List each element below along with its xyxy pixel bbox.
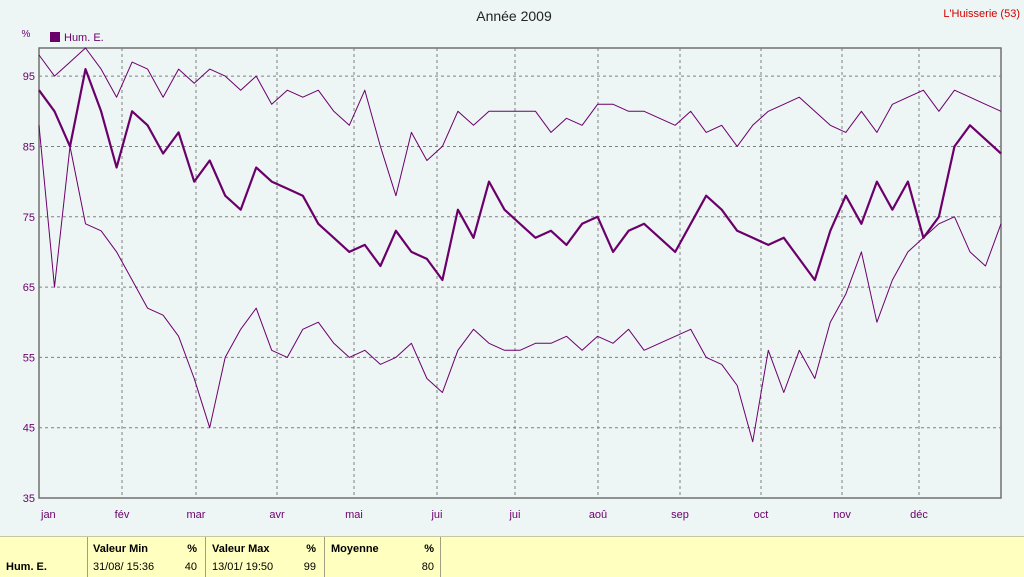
stats-max-unit: % — [306, 543, 316, 555]
plot-area — [38, 47, 1002, 499]
series-line-mean — [38, 67, 1002, 282]
x-tick-label: avr — [269, 509, 285, 521]
stats-series-name: Hum. E. — [6, 561, 47, 573]
y-tick-label: 75 — [23, 212, 35, 224]
stats-min-label: Valeur Min — [93, 543, 149, 555]
stats-mean-unit: % — [424, 543, 434, 555]
y-tick-label: 85 — [23, 141, 35, 153]
stats-min-date: 31/08/ 15:36 — [93, 561, 155, 573]
stats-min-unit: % — [187, 543, 197, 555]
stats-max-date: 13/01/ 19:50 — [212, 561, 274, 573]
x-tick-label: déc — [910, 509, 928, 521]
legend-label: Hum. E. — [64, 32, 104, 44]
series-line-max — [38, 47, 1002, 197]
legend-swatch — [50, 32, 60, 42]
stats-max-label: Valeur Max — [212, 543, 270, 555]
grid-lines — [39, 48, 1001, 498]
y-tick-label: 35 — [23, 493, 35, 505]
stats-min-value: 40 — [184, 561, 197, 573]
x-tick-label: oct — [754, 509, 769, 521]
stats-series-cell: Hum. E. — [0, 537, 88, 577]
x-tick-label: nov — [833, 509, 851, 521]
stats-min-cell: Valeur Min % 31/08/ 15:36 40 — [88, 537, 206, 577]
x-tick-label: aoû — [589, 509, 607, 521]
stats-panel: Hum. E. Valeur Min % 31/08/ 15:36 40 Val… — [0, 536, 1024, 577]
y-axis-unit: % — [22, 29, 31, 40]
x-tick-label: fév — [115, 509, 130, 521]
y-tick-label: 65 — [23, 282, 35, 294]
x-tick-label: jui — [430, 509, 442, 521]
x-tick-label: mar — [187, 509, 206, 521]
x-tick-label: jui — [508, 509, 520, 521]
series-lines — [38, 47, 1002, 443]
x-tick-label: mai — [345, 509, 363, 521]
stats-max-value: 99 — [303, 561, 316, 573]
series-line-min — [38, 125, 1002, 443]
humidity-chart: Année 2009 L'Huisserie (53) % Hum. E. 35… — [22, 8, 1020, 521]
stats-max-cell: Valeur Max % 13/01/ 19:50 99 — [206, 537, 325, 577]
stats-mean-cell: Moyenne % 80 — [325, 537, 441, 577]
y-tick-label: 95 — [23, 71, 35, 83]
axis-labels: 35 45 55 65 75 85 95 jan fév mar avr mai jui jui aoû se… — [23, 71, 929, 521]
x-tick-label: jan — [40, 509, 56, 521]
x-tick-label: sep — [671, 509, 689, 521]
chart-title: Année 2009 — [476, 8, 552, 24]
stats-mean-label: Moyenne — [331, 543, 379, 555]
y-tick-label: 55 — [23, 352, 35, 364]
station-label: L'Huisserie (53) — [943, 8, 1020, 20]
stats-mean-value: 80 — [421, 561, 434, 573]
y-tick-label: 45 — [23, 423, 35, 435]
